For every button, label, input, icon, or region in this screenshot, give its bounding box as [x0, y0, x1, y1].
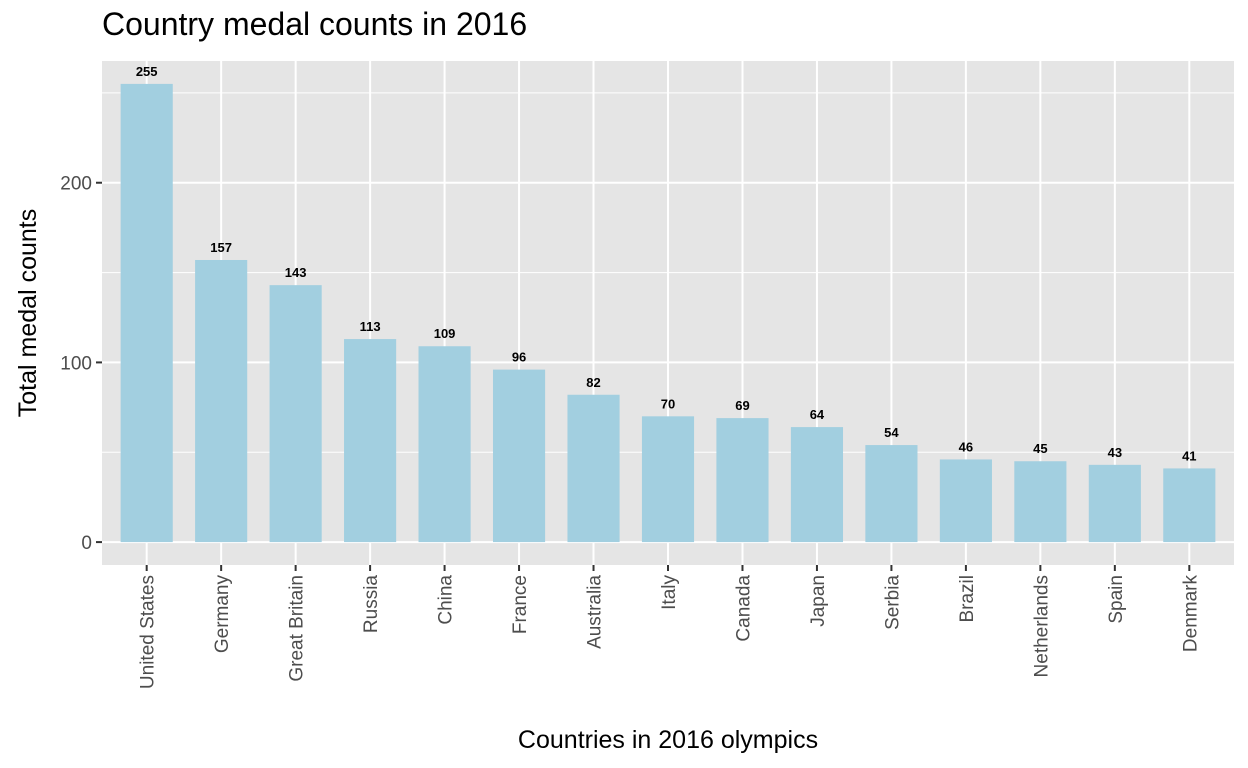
bar-denmark — [1163, 468, 1216, 543]
bar-great-britain — [269, 285, 322, 543]
data-label: 143 — [285, 265, 307, 280]
x-tick-label: Australia — [585, 575, 606, 649]
y-tick-label: 100 — [60, 353, 92, 374]
x-tick-label: Great Britain — [287, 575, 308, 682]
bar-france — [492, 369, 546, 543]
x-tick-label: Brazil — [957, 575, 978, 623]
x-tick-label: Russia — [361, 575, 382, 634]
bar-italy — [641, 416, 695, 543]
data-label: 41 — [1182, 448, 1196, 463]
data-label: 157 — [210, 240, 232, 255]
data-label: 82 — [586, 375, 600, 390]
data-label: 70 — [661, 396, 675, 411]
x-tick-label: Denmark — [1180, 575, 1201, 653]
x-axis-title: Countries in 2016 olympics — [518, 726, 818, 754]
bar-brazil — [939, 459, 992, 543]
x-tick-label: Spain — [1106, 575, 1127, 624]
bar-canada — [716, 418, 769, 543]
data-label: 96 — [512, 350, 526, 365]
bar-united-states — [120, 83, 173, 543]
data-label: 109 — [434, 326, 456, 341]
data-label: 45 — [1033, 441, 1047, 456]
x-tick-label: United States — [138, 575, 159, 689]
x-tick-label: Canada — [733, 575, 754, 642]
bar-japan — [790, 427, 844, 543]
chart-title: Country medal counts in 2016 — [102, 6, 528, 42]
y-tick-label: 0 — [81, 533, 92, 554]
data-label: 64 — [810, 407, 825, 422]
data-label: 46 — [959, 439, 973, 454]
data-label: 255 — [136, 64, 158, 79]
x-tick-label: China — [436, 575, 457, 625]
x-tick-label: Japan — [808, 575, 829, 627]
y-tick-label: 200 — [60, 174, 92, 195]
data-label: 69 — [735, 398, 749, 413]
x-tick-label: France — [510, 575, 531, 634]
bar-spain — [1088, 464, 1141, 543]
x-tick-label: Germany — [212, 575, 233, 654]
bar-netherlands — [1014, 461, 1067, 543]
bar-germany — [195, 259, 248, 543]
x-tick-label: Serbia — [882, 575, 903, 630]
x-tick-label: Italy — [659, 575, 680, 610]
data-label: 54 — [884, 425, 899, 440]
bar-serbia — [865, 445, 918, 543]
y-axis-title: Total medal counts — [14, 209, 42, 417]
bar-russia — [344, 339, 397, 543]
bar-china — [418, 346, 471, 543]
x-tick-label: Netherlands — [1031, 575, 1052, 677]
bar-australia — [567, 394, 620, 543]
data-label: 43 — [1108, 445, 1122, 460]
data-label: 113 — [360, 319, 381, 334]
